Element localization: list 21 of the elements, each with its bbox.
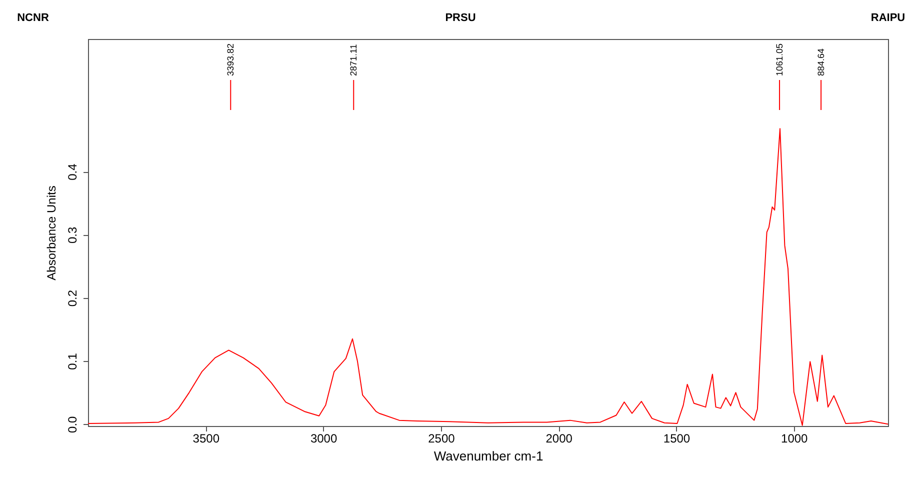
- y-tick-label: 0.4: [66, 163, 80, 180]
- x-axis-title: Wavenumber cm-1: [434, 448, 544, 464]
- ref-line-label: 1061.05: [774, 43, 785, 76]
- y-tick-label: 0.1: [66, 352, 80, 370]
- x-tick-label: 2500: [428, 432, 456, 446]
- text: NCNR: [17, 12, 49, 24]
- x-tick-label: 3500: [192, 432, 220, 446]
- y-tick-label: 0.0: [66, 416, 80, 433]
- text: RAIPU: [870, 12, 906, 24]
- x-tick-label: 2000: [546, 432, 573, 446]
- y-axis-title: Absorbance Units: [44, 186, 58, 280]
- text: PRSU: [445, 12, 476, 24]
- ref-line-label: 884.64: [816, 48, 826, 76]
- ref-line-label: 2871.11: [348, 44, 359, 76]
- y-tick-label: 0.3: [66, 226, 80, 244]
- y-tick-label: 0.2: [66, 290, 80, 307]
- x-tick-label: 1500: [663, 432, 690, 446]
- line-series: [88, 128, 888, 426]
- x-tick-label: 3000: [310, 432, 338, 446]
- ref-line-label: 3393.82: [226, 43, 236, 76]
- x-tick-label: 1000: [781, 432, 808, 446]
